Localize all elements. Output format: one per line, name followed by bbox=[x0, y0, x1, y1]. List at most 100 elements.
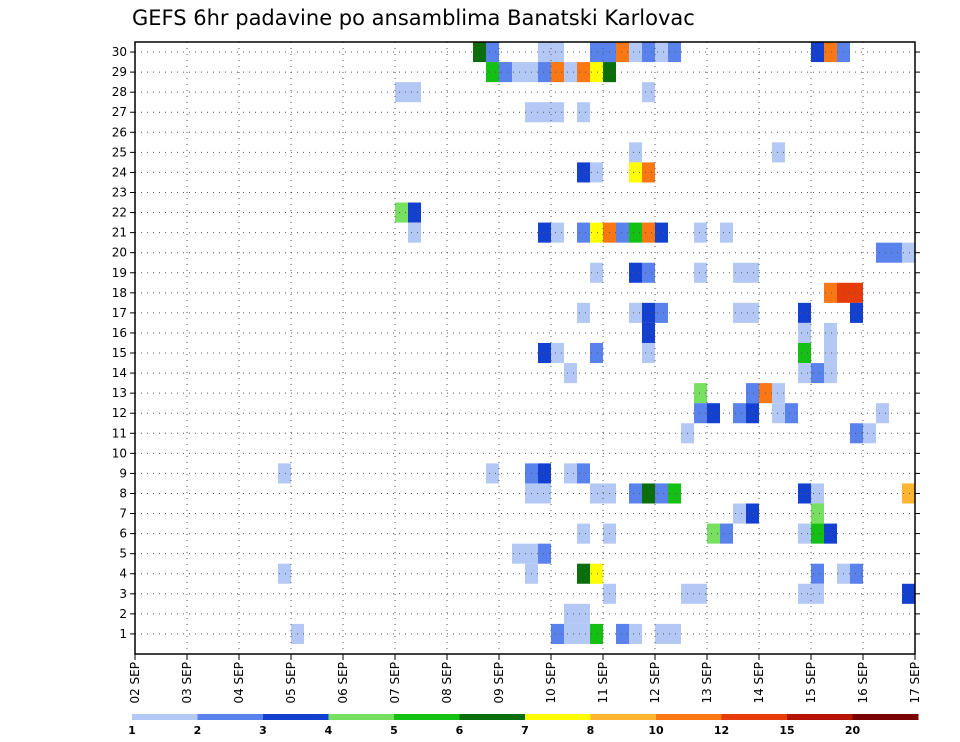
heat-cell bbox=[590, 342, 603, 364]
heat-cell bbox=[733, 403, 746, 424]
colorbar-swatch bbox=[525, 714, 591, 720]
x-tick-label: 13 SEP bbox=[700, 662, 714, 704]
y-tick-label: 1 bbox=[119, 627, 127, 641]
heat-cell bbox=[538, 463, 551, 484]
heat-cell bbox=[538, 222, 551, 243]
heat-cell bbox=[655, 483, 668, 504]
heat-cell bbox=[577, 302, 590, 323]
colorbar-swatch bbox=[328, 714, 395, 720]
heat-cell bbox=[551, 102, 564, 123]
colorbar-label: 2 bbox=[194, 724, 202, 737]
heat-cell bbox=[564, 603, 577, 624]
heat-cell bbox=[590, 42, 603, 63]
heat-cell bbox=[577, 623, 590, 644]
heat-cell bbox=[655, 42, 668, 63]
heat-cell bbox=[642, 483, 655, 504]
x-tick-label: 08 SEP bbox=[440, 662, 454, 704]
y-tick-label: 17 bbox=[112, 306, 127, 320]
x-tick-label: 03 SEP bbox=[180, 662, 194, 704]
y-tick-label: 29 bbox=[112, 65, 127, 79]
y-tick-label: 18 bbox=[112, 286, 127, 300]
plot-frame bbox=[134, 41, 916, 655]
heat-cell bbox=[642, 302, 655, 323]
heat-cell bbox=[642, 322, 655, 343]
heat-cell bbox=[564, 62, 577, 83]
heat-cell bbox=[590, 563, 603, 584]
heat-cell bbox=[616, 42, 629, 63]
heat-cell bbox=[538, 62, 551, 83]
heat-cell bbox=[746, 403, 759, 424]
heat-cell bbox=[278, 563, 291, 584]
heat-cell bbox=[499, 62, 512, 83]
heat-cell bbox=[668, 42, 681, 63]
heat-cell bbox=[590, 262, 603, 283]
colorbar-swatch bbox=[852, 714, 919, 720]
heat-cell bbox=[642, 42, 655, 63]
heat-cell bbox=[486, 62, 499, 83]
y-tick-label: 2 bbox=[119, 607, 127, 621]
y-tick-label: 23 bbox=[112, 185, 127, 199]
heat-cell bbox=[824, 282, 837, 303]
heat-cell bbox=[824, 523, 837, 544]
y-tick-label: 3 bbox=[119, 587, 127, 601]
heat-cell bbox=[798, 342, 811, 364]
heat-cell bbox=[278, 463, 291, 484]
heat-cell bbox=[486, 463, 499, 484]
y-tick-label: 8 bbox=[119, 486, 127, 500]
heat-cell bbox=[824, 342, 837, 364]
heat-cell bbox=[408, 222, 421, 243]
y-tick-label: 15 bbox=[112, 346, 127, 360]
cells-layer bbox=[278, 42, 915, 644]
y-tick-label: 22 bbox=[112, 206, 127, 220]
heat-cell bbox=[577, 563, 590, 584]
heat-cell bbox=[772, 383, 785, 404]
heat-cell bbox=[707, 403, 720, 424]
heat-cell bbox=[551, 42, 564, 63]
heat-cell bbox=[694, 222, 707, 243]
heat-cell bbox=[824, 363, 837, 384]
y-tick-label: 16 bbox=[112, 326, 127, 340]
heat-cell bbox=[785, 403, 798, 424]
heat-cell bbox=[746, 383, 759, 404]
heat-cell bbox=[590, 222, 603, 243]
heat-cell bbox=[772, 403, 785, 424]
heat-cell bbox=[538, 483, 551, 504]
heat-cell bbox=[798, 523, 811, 544]
x-tick-label: 10 SEP bbox=[544, 662, 558, 704]
heat-cell bbox=[512, 62, 525, 83]
x-axis: 02 SEP 03 SEP 04 SEP 05 SEP 06 SEP 07 SEP 08 S… bbox=[128, 654, 922, 704]
heat-cell bbox=[746, 503, 759, 524]
heat-cell bbox=[629, 42, 642, 63]
y-tick-label: 28 bbox=[112, 85, 127, 99]
heat-cell bbox=[512, 543, 525, 564]
heat-cell bbox=[629, 262, 642, 283]
heat-cell bbox=[811, 563, 824, 584]
y-tick-label: 4 bbox=[119, 567, 127, 581]
heat-cell bbox=[577, 463, 590, 484]
heat-cell bbox=[824, 42, 837, 63]
heat-cell bbox=[811, 42, 824, 63]
colorbar-label: 20 bbox=[845, 724, 861, 737]
heat-cell bbox=[642, 222, 655, 243]
heat-cell bbox=[577, 162, 590, 183]
y-tick-label: 24 bbox=[112, 165, 127, 179]
x-tick-label: 16 SEP bbox=[856, 662, 870, 704]
heat-cell bbox=[538, 543, 551, 564]
colorbar-label: 4 bbox=[325, 724, 333, 737]
y-tick-label: 7 bbox=[119, 507, 127, 521]
heat-cell bbox=[772, 142, 785, 163]
colorbar-label: 5 bbox=[390, 724, 398, 737]
heat-cell bbox=[876, 403, 889, 424]
heat-cell bbox=[473, 42, 486, 63]
y-tick-label: 12 bbox=[112, 406, 127, 420]
heat-cell bbox=[902, 583, 915, 604]
heat-cell bbox=[629, 142, 642, 163]
heat-cell bbox=[577, 62, 590, 83]
heat-cell bbox=[824, 322, 837, 343]
y-tick-label: 9 bbox=[119, 466, 127, 480]
y-axis: 1234567891011121314151617181920212223242… bbox=[112, 45, 920, 641]
heat-cell bbox=[668, 623, 681, 644]
heat-cell bbox=[538, 42, 551, 63]
heat-cell bbox=[551, 222, 564, 243]
heat-cell bbox=[720, 222, 733, 243]
